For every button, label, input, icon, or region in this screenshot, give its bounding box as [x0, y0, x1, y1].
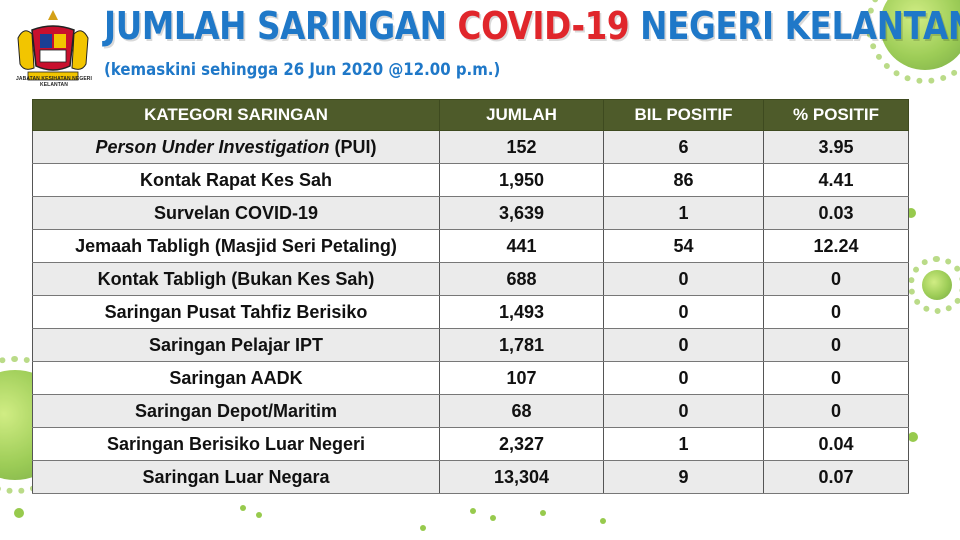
dot-decoration-icon	[908, 432, 918, 442]
cell-jumlah: 1,493	[439, 295, 604, 329]
cell-kategori: Saringan Pelajar IPT	[32, 328, 440, 362]
table-row: Saringan Pelajar IPT 1,781 0 0	[32, 328, 909, 362]
cell-peratus-positif: 0	[763, 295, 909, 329]
cell-kategori: Kontak Tabligh (Bukan Kes Sah)	[32, 262, 440, 296]
header-bil-positif: BIL POSITIF	[603, 99, 764, 131]
cell-bil-positif: 54	[603, 229, 764, 263]
cell-kategori: Saringan Pusat Tahfiz Berisiko	[32, 295, 440, 329]
cell-bil-positif: 1	[603, 427, 764, 461]
table-row: Jemaah Tabligh (Masjid Seri Petaling) 441…	[32, 229, 909, 263]
cell-kategori: Saringan Berisiko Luar Negeri	[32, 427, 440, 461]
dot-decoration-icon	[240, 505, 246, 511]
cell-peratus-positif: 0	[763, 328, 909, 362]
cell-peratus-positif: 0.03	[763, 196, 909, 230]
cell-jumlah: 441	[439, 229, 604, 263]
cell-peratus-positif: 4.41	[763, 163, 909, 197]
header-peratus-positif: % POSITIF	[763, 99, 909, 131]
virus-decoration-icon	[908, 256, 960, 314]
table-row: Saringan Luar Negara 13,304 9 0.07	[32, 460, 909, 494]
coat-of-arms-logo	[17, 10, 89, 81]
cell-peratus-positif: 0	[763, 262, 909, 296]
cell-bil-positif: 0	[603, 295, 764, 329]
cell-kategori: Survelan COVID-19	[32, 196, 440, 230]
cell-kategori: Jemaah Tabligh (Masjid Seri Petaling)	[32, 229, 440, 263]
dot-decoration-icon	[256, 512, 262, 518]
dot-decoration-icon	[906, 208, 916, 218]
cell-jumlah: 3,639	[439, 196, 604, 230]
cell-jumlah: 2,327	[439, 427, 604, 461]
cell-kategori-text: Kontak Tabligh (Bukan Kes Sah)	[97, 268, 375, 289]
table-row: Person Under Investigation (PUI) 152 6 3.95	[32, 130, 909, 164]
cell-bil-positif: 0	[603, 361, 764, 395]
dot-decoration-icon	[470, 508, 476, 514]
cell-bil-positif: 0	[603, 262, 764, 296]
cell-kategori-text: Saringan AADK	[169, 367, 303, 388]
table-row: Saringan Pusat Tahfiz Berisiko 1,493 0 0	[32, 295, 909, 329]
page-subtitle: (kemaskini sehingga 26 Jun 2020 @12.00 p…	[104, 60, 501, 80]
cell-peratus-positif: 0	[763, 361, 909, 395]
table-row: Saringan Depot/Maritim 68 0 0	[32, 394, 909, 428]
cell-peratus-positif: 0.04	[763, 427, 909, 461]
cell-kategori-text: Saringan Pelajar IPT	[148, 334, 324, 355]
logo-caption: JABATAN KESIHATAN NEGERI KELANTAN	[16, 76, 92, 88]
cell-bil-positif: 1	[603, 196, 764, 230]
cell-kategori-text: Jemaah Tabligh (Masjid Seri Petaling)	[75, 235, 397, 256]
cell-kategori-text: Saringan Luar Negara	[142, 466, 330, 487]
cell-peratus-positif: 12.24	[763, 229, 909, 263]
dot-decoration-icon	[600, 518, 606, 524]
cell-bil-positif: 9	[603, 460, 764, 494]
cell-kategori: Kontak Rapat Kes Sah	[32, 163, 440, 197]
cell-peratus-positif: 0.07	[763, 460, 909, 494]
dot-decoration-icon	[540, 510, 546, 516]
cell-kategori: Person Under Investigation (PUI)	[32, 130, 440, 164]
cell-kategori: Saringan Depot/Maritim	[32, 394, 440, 428]
table-row: Kontak Tabligh (Bukan Kes Sah) 688 0 0	[32, 262, 909, 296]
cell-kategori: Saringan AADK	[32, 361, 440, 395]
cell-jumlah: 13,304	[439, 460, 604, 494]
table-header-row: KATEGORI SARINGAN JUMLAH BIL POSITIF % P…	[32, 99, 909, 131]
cell-kategori-text: Saringan Pusat Tahfiz Berisiko	[104, 301, 368, 322]
cell-jumlah: 107	[439, 361, 604, 395]
title-part-1: JUMLAH SARINGAN	[104, 4, 458, 48]
cell-bil-positif: 0	[603, 328, 764, 362]
cell-jumlah: 688	[439, 262, 604, 296]
dot-decoration-icon	[14, 508, 24, 518]
cell-peratus-positif: 3.95	[763, 130, 909, 164]
table-row: Survelan COVID-19 3,639 1 0.03	[32, 196, 909, 230]
cell-bil-positif: 0	[603, 394, 764, 428]
cell-bil-positif: 86	[603, 163, 764, 197]
table-row: Kontak Rapat Kes Sah 1,950 86 4.41	[32, 163, 909, 197]
dot-decoration-icon	[420, 525, 426, 531]
cell-kategori-italic: Person Under Investigation	[95, 136, 330, 157]
cell-kategori-text: (PUI)	[329, 136, 377, 157]
header-jumlah: JUMLAH	[439, 99, 604, 131]
title-covid: COVID-19	[457, 4, 630, 48]
table-row: Saringan AADK 107 0 0	[32, 361, 909, 395]
cell-jumlah: 68	[439, 394, 604, 428]
page-title: JUMLAH SARINGAN COVID-19 NEGERI KELANTAN	[104, 4, 960, 48]
cell-kategori-text: Kontak Rapat Kes Sah	[139, 169, 333, 190]
table-row: Saringan Berisiko Luar Negeri 2,327 1 0.04	[32, 427, 909, 461]
virus-decoration-icon	[866, 0, 960, 84]
dot-decoration-icon	[490, 515, 496, 521]
cell-kategori: Saringan Luar Negara	[32, 460, 440, 494]
cell-kategori-text: Survelan COVID-19	[153, 202, 319, 223]
cell-kategori-text: Saringan Depot/Maritim	[134, 400, 338, 421]
table-body: Person Under Investigation (PUI) 152 6 3.95…	[32, 130, 909, 494]
cell-peratus-positif: 0	[763, 394, 909, 428]
cell-bil-positif: 6	[603, 130, 764, 164]
title-part-3: NEGERI KELANTAN	[629, 4, 960, 48]
cell-jumlah: 152	[439, 130, 604, 164]
header-kategori: KATEGORI SARINGAN	[32, 99, 440, 131]
cell-jumlah: 1,781	[439, 328, 604, 362]
cell-kategori-text: Saringan Berisiko Luar Negeri	[106, 433, 366, 454]
cell-jumlah: 1,950	[439, 163, 604, 197]
screening-table: KATEGORI SARINGAN JUMLAH BIL POSITIF % P…	[32, 99, 909, 494]
